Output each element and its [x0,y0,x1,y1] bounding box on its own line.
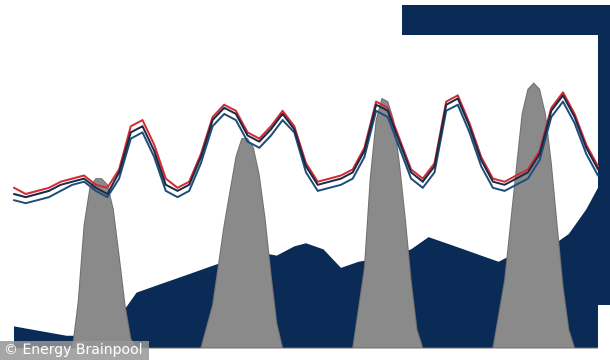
area-series-0 [14,187,598,348]
copyright-credit: © Energy Brainpool [0,341,149,360]
frame-right-bar [598,5,610,305]
area-series-group [14,82,598,349]
line-series-group [13,91,599,205]
line-series-3 [13,100,599,205]
line-series-4 [13,94,599,199]
navy-frame [402,5,610,305]
frame-top-bar [402,5,610,35]
area-series-1 [14,82,598,349]
